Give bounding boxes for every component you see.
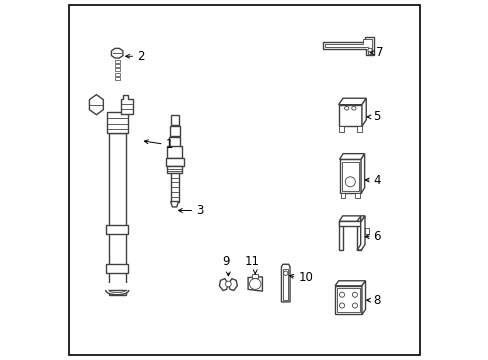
Bar xyxy=(168,137,180,147)
Text: 7: 7 xyxy=(376,46,383,59)
Text: 11: 11 xyxy=(244,255,259,268)
Bar xyxy=(355,193,359,198)
Bar xyxy=(252,274,258,278)
Bar xyxy=(106,264,128,273)
Ellipse shape xyxy=(339,303,344,308)
Polygon shape xyxy=(121,95,133,114)
Bar xyxy=(170,173,178,202)
Text: 2: 2 xyxy=(137,50,144,63)
Polygon shape xyxy=(170,202,178,207)
Polygon shape xyxy=(115,68,120,71)
Polygon shape xyxy=(361,281,365,315)
Ellipse shape xyxy=(339,292,344,297)
Polygon shape xyxy=(325,39,371,54)
Ellipse shape xyxy=(345,177,355,187)
Ellipse shape xyxy=(249,279,261,289)
Polygon shape xyxy=(339,154,364,159)
Bar xyxy=(356,221,361,250)
Bar xyxy=(105,283,129,291)
Bar xyxy=(165,158,183,166)
Ellipse shape xyxy=(367,48,371,52)
Polygon shape xyxy=(360,154,364,193)
Polygon shape xyxy=(115,64,120,67)
Bar xyxy=(170,116,178,126)
Polygon shape xyxy=(364,228,368,234)
Polygon shape xyxy=(361,98,366,126)
Ellipse shape xyxy=(351,107,355,110)
Polygon shape xyxy=(281,264,289,302)
Bar xyxy=(341,162,358,191)
Polygon shape xyxy=(219,279,228,291)
Bar xyxy=(339,221,343,250)
Ellipse shape xyxy=(352,303,357,308)
Polygon shape xyxy=(339,216,364,221)
Text: 4: 4 xyxy=(373,174,380,186)
Polygon shape xyxy=(334,281,365,286)
Bar xyxy=(334,286,361,315)
Bar xyxy=(356,126,361,132)
Ellipse shape xyxy=(225,281,231,287)
Polygon shape xyxy=(247,277,262,291)
Bar xyxy=(338,105,361,126)
Polygon shape xyxy=(115,77,120,80)
Bar xyxy=(338,126,344,132)
Polygon shape xyxy=(228,279,237,291)
Bar xyxy=(339,221,361,226)
Text: 5: 5 xyxy=(373,111,380,123)
Text: 3: 3 xyxy=(196,204,203,217)
Bar xyxy=(337,288,359,312)
Text: 1: 1 xyxy=(165,138,173,150)
Ellipse shape xyxy=(109,288,125,293)
Ellipse shape xyxy=(352,292,357,297)
Polygon shape xyxy=(283,269,287,300)
Polygon shape xyxy=(115,60,120,63)
Bar xyxy=(106,112,127,134)
Bar xyxy=(169,126,179,136)
Polygon shape xyxy=(323,37,373,55)
Bar xyxy=(167,146,182,158)
Text: 9: 9 xyxy=(222,255,229,268)
Text: 10: 10 xyxy=(298,271,312,284)
Bar xyxy=(340,193,345,198)
Polygon shape xyxy=(111,48,122,58)
Ellipse shape xyxy=(105,286,128,295)
Bar xyxy=(108,134,125,295)
Polygon shape xyxy=(338,98,366,105)
Text: 8: 8 xyxy=(373,294,380,307)
Text: 6: 6 xyxy=(373,230,380,243)
Ellipse shape xyxy=(344,107,348,110)
Polygon shape xyxy=(115,73,120,76)
Ellipse shape xyxy=(283,271,287,275)
Polygon shape xyxy=(89,95,103,115)
Polygon shape xyxy=(356,216,364,250)
Bar xyxy=(167,166,182,173)
Bar xyxy=(106,225,128,234)
Bar xyxy=(169,148,180,158)
Bar xyxy=(339,159,360,193)
